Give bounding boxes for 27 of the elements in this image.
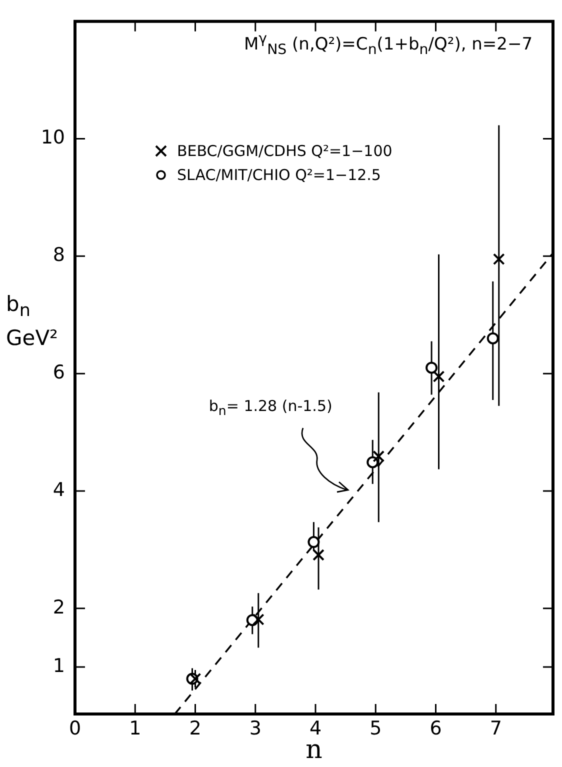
- point: [308, 536, 320, 548]
- point: [189, 672, 202, 685]
- point: [432, 370, 445, 382]
- point: [426, 362, 438, 374]
- y-tick-label: 10: [40, 126, 65, 149]
- y-tick-label: 6: [52, 362, 65, 384]
- point: [486, 332, 499, 344]
- x-tick-label: 5: [370, 717, 382, 740]
- point: [366, 456, 379, 468]
- x-tick-label: 3: [249, 717, 262, 740]
- y-tick-label: 2: [52, 596, 65, 618]
- legend-label: SLAC/MIT/CHIO Q²=1−12.5: [177, 165, 381, 186]
- legend-label: BEBC/GGM/CDHS Q²=1−100: [177, 141, 392, 162]
- x-tick-label: 0: [68, 717, 82, 740]
- annotation: b$_{n}$= 1.28 (n-1.5): [208, 397, 332, 418]
- x-tick-label: 6: [430, 717, 442, 740]
- x-tick-label: 1: [129, 717, 142, 740]
- text: M$^{γ}$$_{NS}$ (n,Q²)=C$_{n}$(1+b$_{n}$/Q²), n=2−7: [244, 31, 533, 58]
- y-tick-label: 4: [52, 478, 65, 501]
- x-tick-label: 7: [490, 717, 502, 740]
- y-tick-label: 8: [52, 244, 65, 266]
- point: [372, 450, 385, 462]
- y-tick-label: 1: [52, 654, 65, 677]
- point: [492, 253, 505, 266]
- y-axis-title: b$_{n}$ GeV²: [6, 291, 59, 351]
- point: [252, 614, 264, 626]
- x-tick-label: 2: [189, 717, 202, 740]
